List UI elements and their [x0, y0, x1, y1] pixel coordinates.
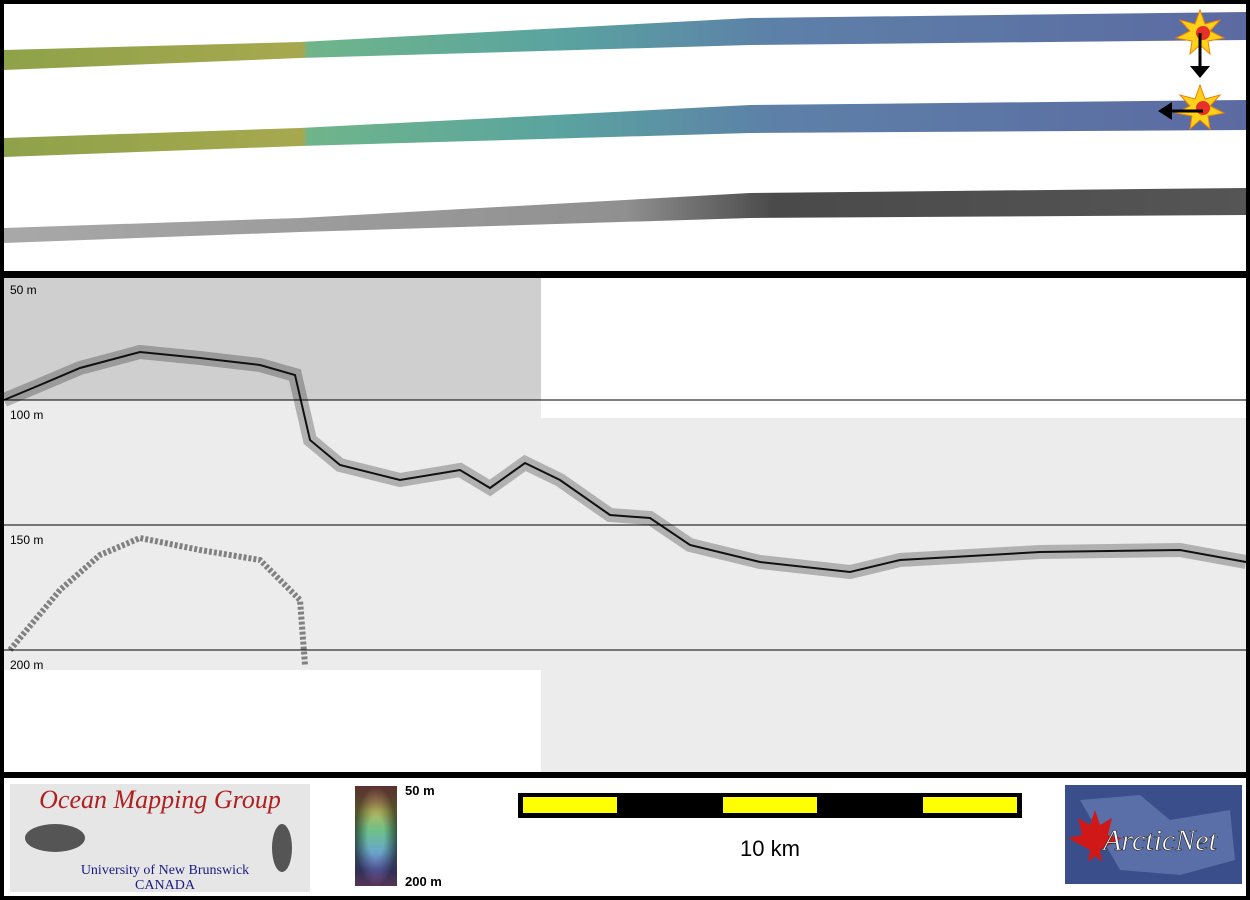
arcticnet-name: ArcticNet — [1101, 824, 1218, 857]
omg-country: CANADA — [135, 878, 196, 893]
ship-marker-2 — [1158, 83, 1226, 131]
ship-marker-1 — [1174, 8, 1226, 78]
color-scale-shade — [355, 786, 397, 886]
color-scale-top: 50 m — [405, 783, 435, 798]
depth-label: 50 m — [10, 283, 37, 297]
color-scale-bottom: 200 m — [405, 874, 442, 889]
multiple-echo — [7, 534, 308, 666]
scale-bar-label: 10 km — [740, 836, 800, 861]
arcticnet-logo: ArcticNet — [1065, 785, 1242, 884]
profile-blank — [541, 278, 1246, 418]
seabed — [3, 350, 1247, 574]
depth-label: 100 m — [10, 408, 43, 422]
depth-label: 150 m — [10, 533, 43, 547]
omg-title: Ocean Mapping Group — [39, 785, 281, 814]
profile-blank — [4, 670, 541, 772]
omg-logo: Ocean Mapping Group University of New Br… — [10, 784, 310, 893]
swath-2 — [4, 100, 1246, 157]
swath-1 — [4, 12, 1246, 70]
profile-dark-region — [4, 278, 541, 400]
scale-bar — [518, 793, 1022, 818]
depth-label: 200 m — [10, 658, 43, 672]
backscatter-swath — [4, 188, 1246, 243]
omg-university: University of New Brunswick — [81, 863, 249, 878]
